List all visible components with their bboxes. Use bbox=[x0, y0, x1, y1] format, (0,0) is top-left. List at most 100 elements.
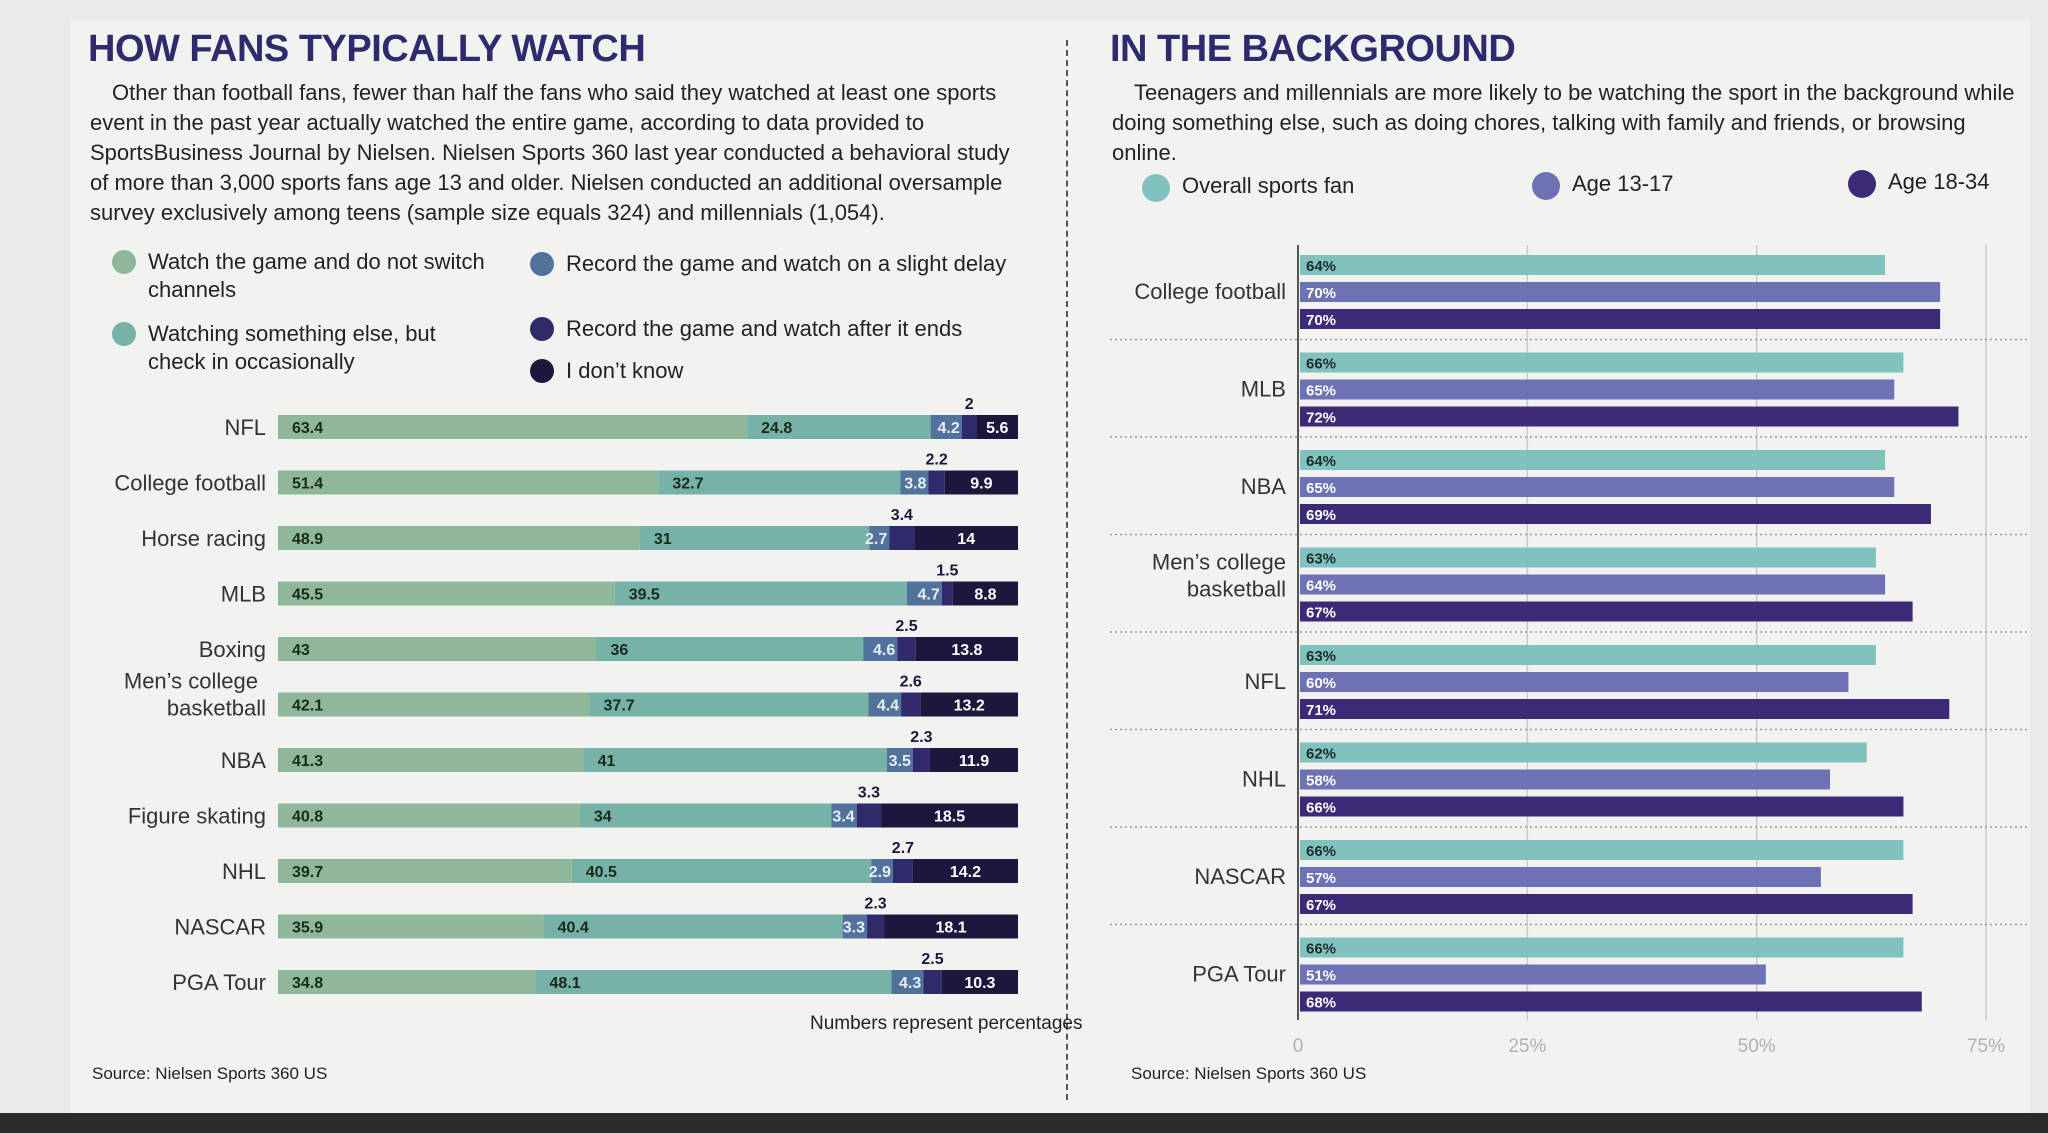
data-label: 51.4 bbox=[292, 476, 323, 493]
legend-swatch bbox=[1848, 170, 1876, 198]
data-label: 66% bbox=[1306, 356, 1336, 373]
legend-record-after: Record the game and watch after it ends bbox=[530, 315, 1030, 343]
data-label: 3.4 bbox=[891, 507, 913, 524]
x-tick-label: 75% bbox=[1967, 1036, 2005, 1057]
left-source: Source: Nielsen Sports 360 US bbox=[92, 1064, 328, 1083]
data-label: 36 bbox=[611, 642, 629, 659]
category-label: NHL bbox=[1242, 767, 1286, 792]
data-label: 4.6 bbox=[873, 642, 895, 659]
x-tick-label: 25% bbox=[1508, 1036, 1546, 1057]
data-label: 62% bbox=[1306, 746, 1336, 763]
data-label: 65% bbox=[1306, 383, 1336, 400]
bar-segment bbox=[941, 581, 953, 606]
bar-segment bbox=[869, 526, 890, 550]
data-label: 41.3 bbox=[292, 753, 323, 770]
data-label: 14.2 bbox=[950, 864, 981, 881]
category-label: NFL bbox=[1244, 669, 1286, 694]
data-label: 8.8 bbox=[974, 587, 996, 604]
right-source: Source: Nielsen Sports 360 US bbox=[1131, 1064, 1367, 1083]
data-label: 48.9 bbox=[292, 531, 323, 548]
x-tick-label: 0 bbox=[1293, 1036, 1304, 1057]
bar-segment bbox=[278, 803, 580, 828]
bar-segment bbox=[278, 914, 544, 939]
bar-segment bbox=[658, 470, 901, 495]
legend-swatch bbox=[1532, 172, 1560, 200]
data-label: 34.8 bbox=[292, 975, 323, 992]
bar-segment bbox=[278, 581, 615, 606]
data-label: 3.3 bbox=[858, 785, 880, 802]
bar bbox=[1300, 991, 1922, 1012]
category-label: NBA bbox=[221, 748, 267, 773]
data-label: 13.2 bbox=[954, 698, 985, 715]
data-label: 70% bbox=[1306, 312, 1336, 329]
category-label: College football bbox=[1134, 279, 1286, 304]
data-label: 72% bbox=[1306, 410, 1336, 427]
bar bbox=[1300, 894, 1913, 914]
category-label: NFL bbox=[224, 415, 266, 440]
bar-segment bbox=[952, 581, 1018, 606]
data-label: 63% bbox=[1306, 648, 1336, 665]
bar-segment bbox=[887, 748, 913, 772]
data-label: 67% bbox=[1306, 605, 1336, 622]
bar-segment bbox=[929, 748, 1018, 772]
category-label: PGA Tour bbox=[1192, 962, 1286, 987]
legend-label: Age 13-17 bbox=[1572, 171, 1674, 196]
bar-segment bbox=[278, 748, 584, 772]
data-label: 48.1 bbox=[550, 975, 581, 992]
data-label: 69% bbox=[1306, 507, 1336, 524]
category-label: NHL bbox=[222, 859, 266, 884]
bar-segment bbox=[912, 859, 1018, 883]
bar bbox=[1300, 645, 1876, 665]
bar-segment bbox=[589, 692, 869, 717]
bar-segment bbox=[900, 470, 929, 495]
bar-segment bbox=[907, 581, 942, 606]
category-label: MLB bbox=[1241, 377, 1286, 402]
data-label: 67% bbox=[1306, 897, 1336, 914]
data-label: 3.5 bbox=[889, 753, 911, 770]
category-label: College football bbox=[114, 471, 266, 496]
data-label: 40.4 bbox=[558, 920, 589, 937]
data-label: 39.5 bbox=[629, 587, 660, 604]
bar-segment bbox=[881, 803, 1018, 828]
bar bbox=[1300, 450, 1886, 470]
bottom-border bbox=[0, 1113, 2048, 1133]
bar-segment bbox=[639, 526, 870, 550]
bar bbox=[1300, 477, 1895, 497]
data-label: 57% bbox=[1306, 870, 1336, 887]
bar bbox=[1300, 574, 1886, 595]
data-label: 5.6 bbox=[986, 420, 1008, 437]
bar-segment bbox=[923, 970, 942, 994]
legend-label: Watch the game and do not switch channel… bbox=[148, 249, 485, 302]
left-title: HOW FANS TYPICALLY WATCH bbox=[88, 28, 646, 70]
data-label: 40.8 bbox=[292, 809, 323, 826]
bar bbox=[1300, 672, 1849, 692]
data-label: 66% bbox=[1306, 941, 1336, 958]
bar-segment bbox=[914, 526, 1018, 550]
legend-swatch bbox=[112, 322, 136, 346]
legend-swatch bbox=[112, 250, 136, 274]
left-note: Numbers represent percentages bbox=[810, 1013, 1083, 1034]
bar-segment bbox=[579, 803, 832, 828]
bar bbox=[1300, 699, 1950, 719]
bar bbox=[1300, 547, 1876, 568]
data-label: 66% bbox=[1306, 843, 1336, 860]
data-label: 18.5 bbox=[934, 809, 965, 826]
data-label: 60% bbox=[1306, 675, 1336, 692]
data-label: 4.4 bbox=[877, 698, 899, 715]
right-intro: Teenagers and millennials are more likel… bbox=[1112, 80, 2015, 165]
data-label: 35.9 bbox=[292, 920, 323, 937]
data-label: 2.7 bbox=[865, 531, 887, 548]
bar bbox=[1300, 309, 1941, 329]
data-label: 63.4 bbox=[292, 420, 323, 437]
category-label: Figure skating bbox=[128, 804, 266, 829]
bar-segment bbox=[831, 803, 857, 828]
data-label: 4.3 bbox=[899, 975, 921, 992]
data-label: 63% bbox=[1306, 551, 1336, 568]
bar-segment bbox=[915, 637, 1018, 661]
data-label: 68% bbox=[1306, 995, 1336, 1012]
data-label: 39.7 bbox=[292, 864, 323, 881]
data-label: 2.6 bbox=[900, 674, 922, 691]
bar-segment bbox=[278, 692, 590, 717]
left-intro: Other than football fans, fewer than hal… bbox=[90, 80, 1010, 225]
column-divider bbox=[1066, 40, 1068, 1100]
